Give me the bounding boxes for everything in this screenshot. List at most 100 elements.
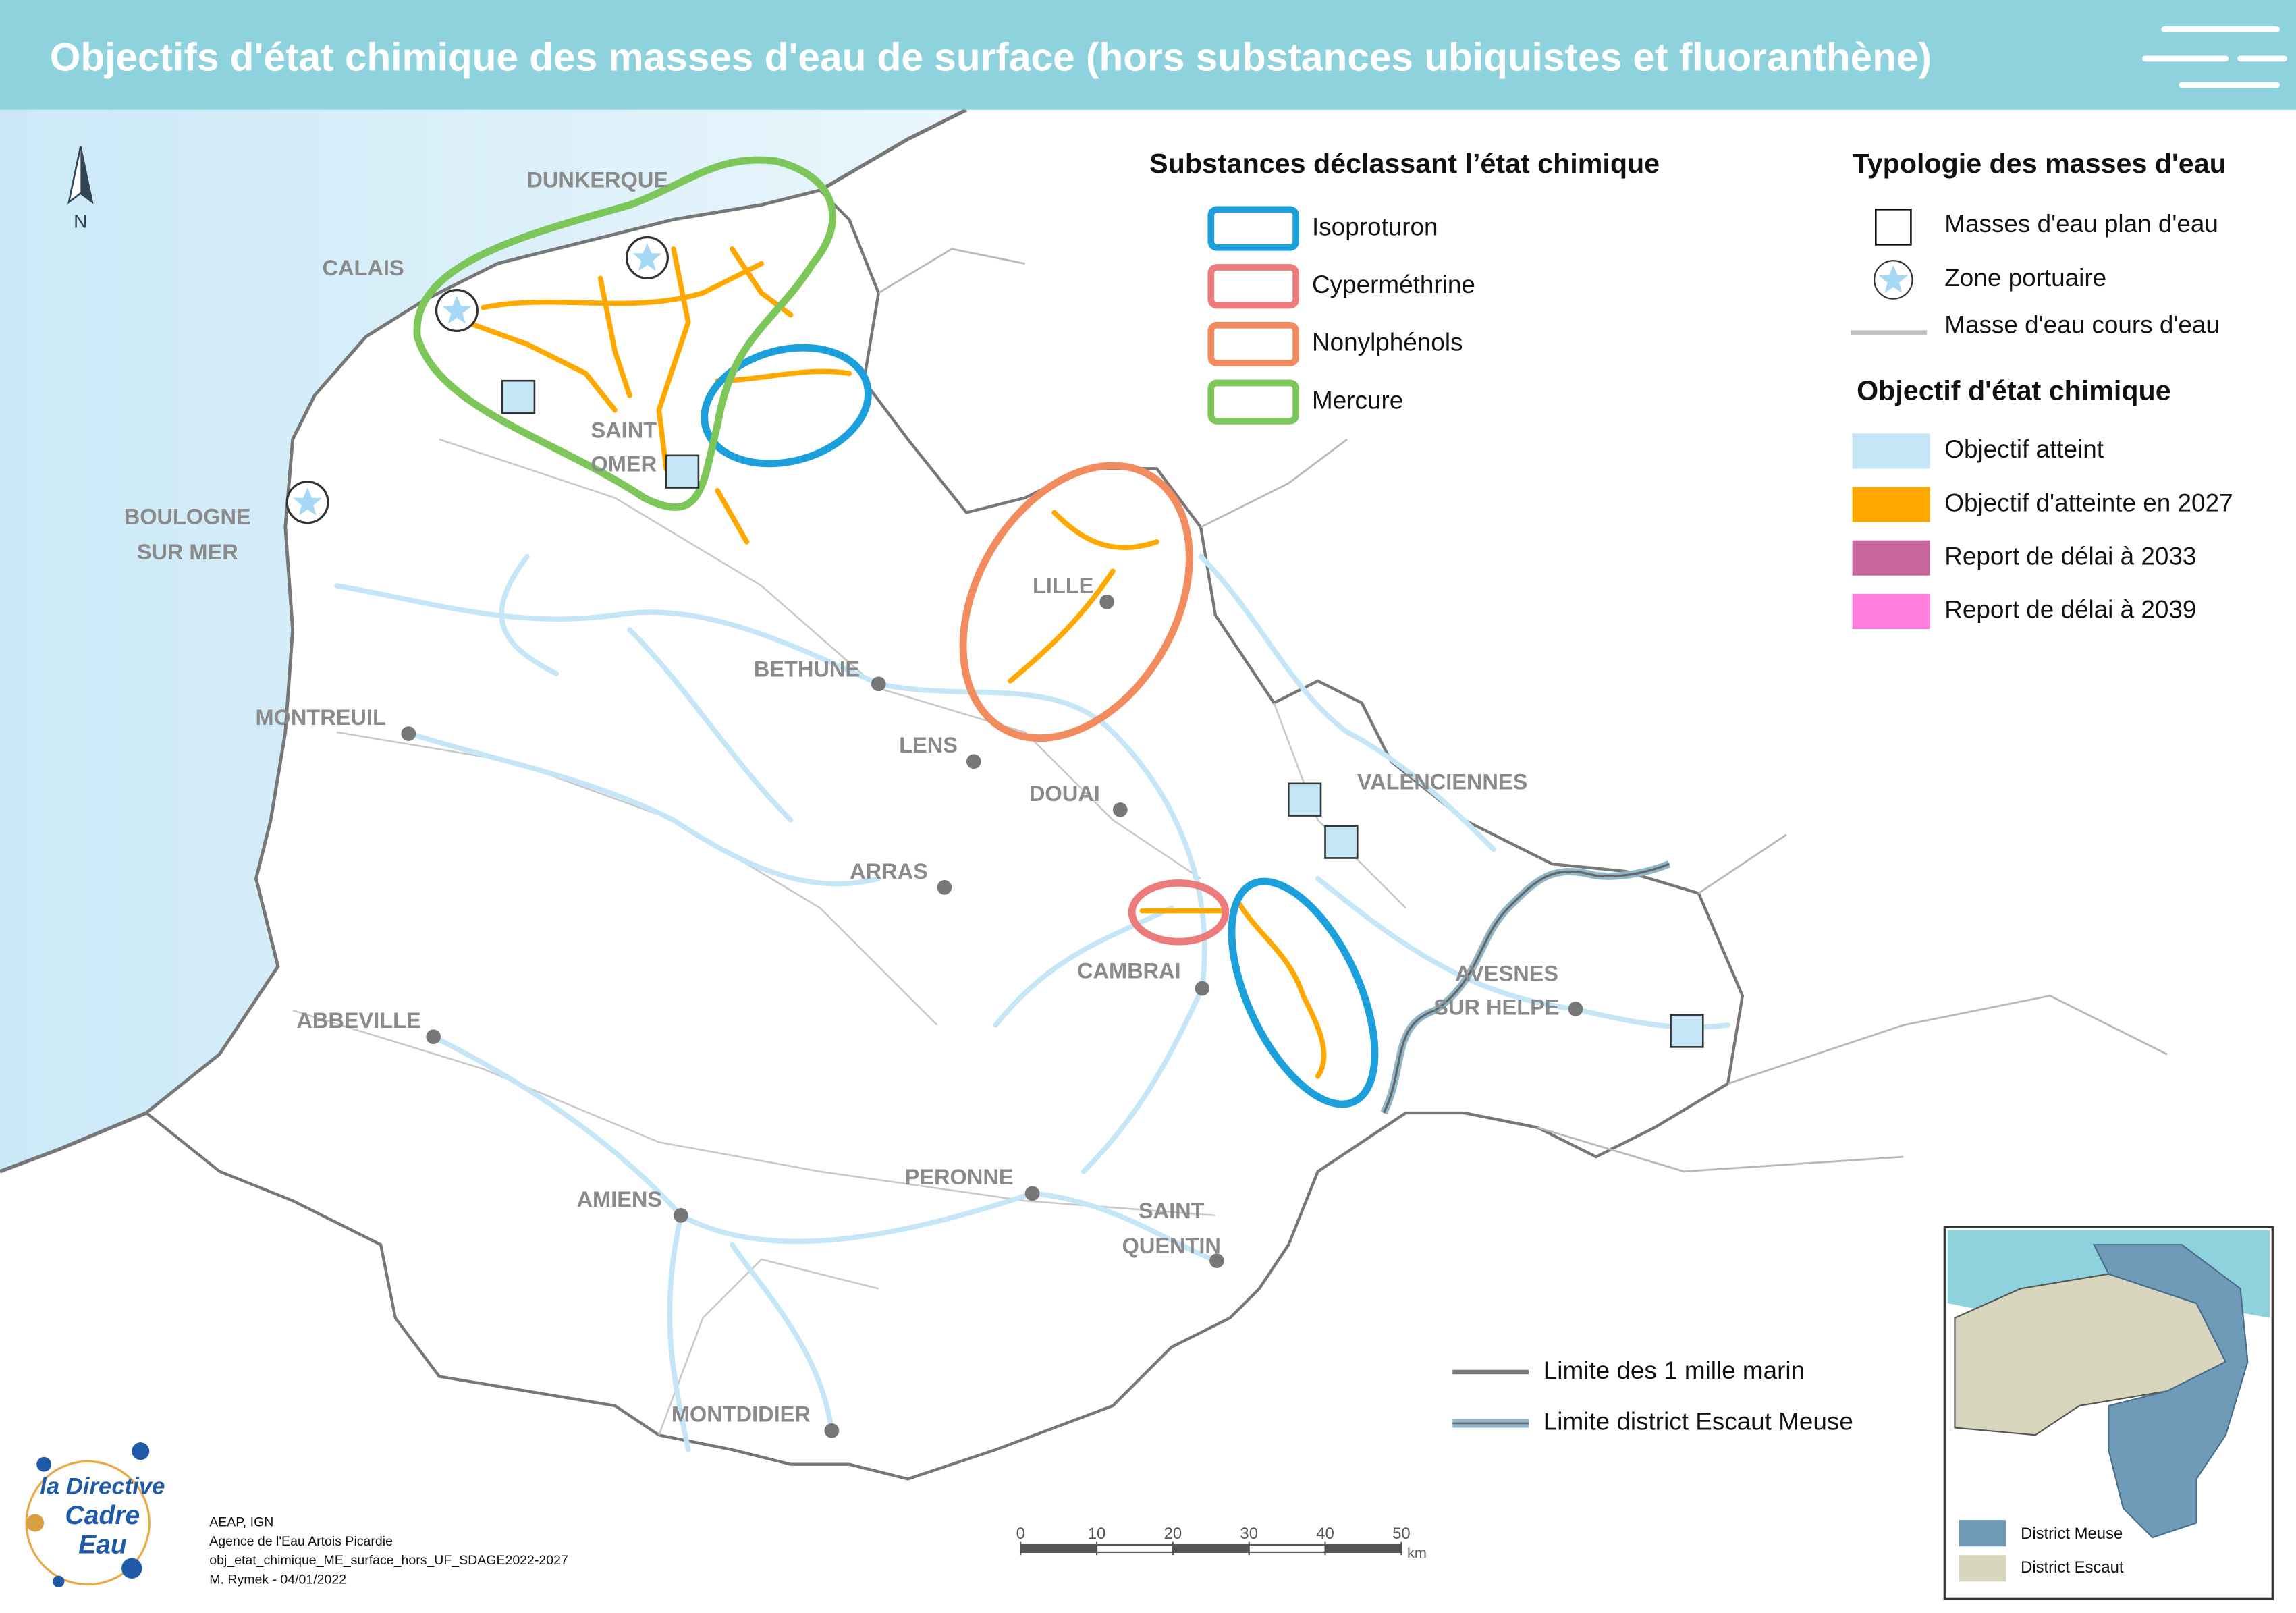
city-dot [674,1208,688,1223]
legend-swatch [1207,206,1300,251]
credits: AEAP, IGN Agence de l'Eau Artois Picardie… [209,1515,568,1587]
city-dot [937,880,952,895]
legend-swatch [1852,540,1930,576]
legend-swatch [1207,379,1300,425]
legend-swatch [1852,433,1930,469]
scale-label: 50 [1392,1525,1411,1543]
credit-line: Agence de l'Eau Artois Picardie [209,1534,393,1549]
city-label: AMIENS [576,1187,662,1211]
city-dot [1195,981,1210,996]
scale-segment [1020,1545,1097,1552]
city-label: LILLE [1033,574,1093,598]
city-label: BOULOGNE [124,505,251,529]
inset-legend-label: District Meuse [2021,1525,2123,1543]
inset-map: District Meuse District Escaut [1943,1226,2274,1600]
city-dot [871,676,886,692]
scale-segment [1325,1545,1402,1552]
city-label: VALENCIENNES [1357,769,1527,794]
scale-segment [1172,1545,1249,1552]
credit-line: M. Rymek - 04/01/2022 [209,1572,346,1587]
scale-label: 10 [1088,1525,1106,1543]
substance-ellipses [413,156,1379,1108]
credit-line: obj_etat_chimique_ME_surface_hors_UF_SDA… [209,1553,568,1568]
city-label: SUR HELPE [1433,995,1559,1020]
legend-label: Zone portuaire [1944,264,2106,292]
city-label: CALAIS [323,256,404,280]
cities: DUNKERQUE CALAIS SAINT OMER BOULOGNE SUR MER L… [124,168,1583,1438]
city-label: BETHUNE [754,657,860,681]
legend-swatch [1207,321,1300,367]
header-decoration [2142,26,2287,88]
city-dot [966,754,981,769]
legend-swatch [1852,487,1930,522]
city-dot [1024,1186,1040,1201]
legend-label: Objectif d'atteinte en 2027 [1944,489,2233,516]
north-arrow: N [67,146,94,231]
logo-text: Cadre [65,1501,140,1530]
legend-label: Isoproturon [1312,213,1438,240]
city-label: MONTREUIL [255,705,385,730]
city-dot [426,1029,441,1045]
city-label: CAMBRAI [1077,958,1181,983]
rivers [334,553,1730,1452]
city-dot [824,1423,840,1438]
legend-label: Masses d'eau plan d'eau [1944,210,2218,238]
sea [0,109,966,1172]
basin [144,188,1745,1481]
city-label: ABBEVILLE [296,1008,420,1033]
city-label: ARRAS [850,859,928,883]
legend-label: Masse d'eau cours d'eau [1944,311,2220,339]
city-dot [1099,594,1115,609]
city-label: AVESNES [1455,962,1558,986]
legend: Substances déclassant l’état chimique Ty… [1149,148,2233,1436]
neighbour-rivers [878,248,2168,1173]
city-dot [1112,802,1128,817]
scale-label: 40 [1316,1525,1334,1543]
legend-label: Mercure [1312,386,1403,414]
scale-label: 20 [1164,1525,1182,1543]
city-dot [1209,1253,1224,1268]
legend-label: Report de délai à 2039 [1944,596,2196,624]
scale-label: 30 [1240,1525,1258,1543]
legend-label: Nonylphénols [1312,329,1463,356]
city-label: DOUAI [1029,782,1100,806]
inset-legend-label: District Escaut [2021,1558,2124,1577]
city-dot [401,726,416,741]
city-label: MONTDIDIER [672,1402,811,1427]
title: Objectifs d'état chimique des masses d'e… [50,35,1932,79]
legend-label: Objectif atteint [1944,435,2104,463]
legend-label: Limite district Escaut Meuse [1543,1408,1853,1436]
header-bar [0,0,2296,110]
legend-label: Report de délai à 2033 [1944,542,2196,570]
logo-text: Eau [78,1531,127,1560]
legend-title: Substances déclassant l’état chimique [1149,148,1660,179]
district-limit-core [1382,863,1670,1114]
legend-title: Objectif d'état chimique [1857,375,2171,406]
city-label: SAINT [1139,1199,1205,1223]
rivers-2027 [443,246,1327,1079]
legend-symbol [1875,209,1912,246]
scale-label: 0 [1016,1525,1025,1543]
legend-swatch [1852,593,1930,629]
city-label: PERONNE [905,1165,1014,1189]
city-label: LENS [899,733,958,757]
city-label: DUNKERQUE [526,168,668,192]
city-dot [1568,1002,1583,1016]
credit-line: AEAP, IGN [209,1515,273,1530]
port-stars [292,243,662,516]
north-label: N [74,210,87,231]
legend-label: Limite des 1 mille marin [1543,1357,1805,1384]
city-label: QUENTIN [1122,1234,1221,1258]
city-label: SUR MER [137,540,238,564]
city-label: OMER [591,452,657,476]
logo-text: la Directive [40,1474,165,1500]
legend-swatch [1207,264,1300,309]
legend-label: Cyperméthrine [1312,271,1475,298]
legend-title: Typologie des masses d'eau [1853,148,2226,179]
legend-symbol [1878,265,1909,293]
lakes [501,379,1704,1048]
city-label: SAINT [591,418,657,443]
